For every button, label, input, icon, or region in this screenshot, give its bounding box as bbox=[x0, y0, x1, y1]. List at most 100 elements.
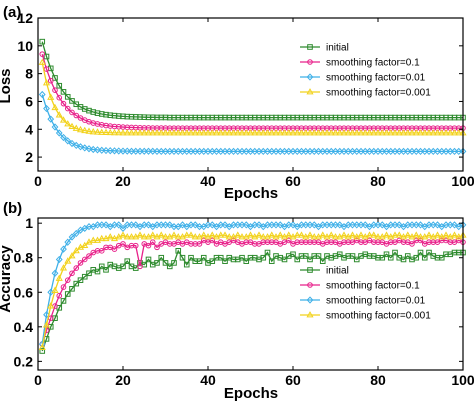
accuracy-plot-frame bbox=[37, 217, 464, 371]
accuracy-data-point bbox=[102, 234, 110, 242]
accuracy-data-point bbox=[294, 256, 301, 263]
accuracy-data-point bbox=[272, 233, 280, 240]
accuracy-x-tick-label: 0 bbox=[34, 372, 42, 388]
loss-data-point bbox=[293, 129, 301, 136]
accuracy-data-point bbox=[336, 251, 343, 258]
accuracy-data-point bbox=[195, 233, 204, 240]
accuracy-data-point bbox=[93, 236, 102, 243]
loss-data-point bbox=[89, 145, 97, 154]
loss-data-point bbox=[306, 129, 314, 136]
loss-data-point bbox=[285, 129, 293, 136]
accuracy-data-point bbox=[378, 233, 386, 240]
legend-label: smoothing factor=0.1 bbox=[326, 58, 420, 69]
accuracy-data-point bbox=[76, 243, 85, 250]
loss-data-point bbox=[106, 147, 114, 155]
accuracy-data-point bbox=[421, 254, 428, 261]
accuracy-data-point bbox=[144, 233, 153, 240]
loss-data-point bbox=[60, 100, 67, 107]
accuracy-data-point bbox=[55, 255, 63, 264]
loss-data-point bbox=[93, 128, 102, 135]
accuracy-data-point bbox=[132, 221, 140, 229]
loss-data-point bbox=[246, 129, 255, 136]
loss-data-point bbox=[382, 129, 391, 136]
loss-legend-item-initial: initial bbox=[300, 43, 349, 54]
accuracy-data-point bbox=[86, 270, 92, 277]
accuracy-data-point bbox=[115, 221, 123, 229]
loss-data-point bbox=[429, 129, 437, 136]
accuracy-data-point bbox=[158, 254, 165, 261]
loss-data-point bbox=[69, 109, 75, 116]
loss-data-point bbox=[378, 129, 386, 136]
accuracy-data-point bbox=[59, 264, 68, 271]
legend-label: smoothing factor=0.01 bbox=[326, 73, 426, 84]
legend-label: smoothing factor=0.1 bbox=[326, 281, 420, 292]
loss-y-tick-label: 8 bbox=[25, 66, 33, 82]
panel-label-a: (a) bbox=[3, 4, 21, 21]
loss-data-point bbox=[208, 129, 216, 136]
loss-data-point bbox=[229, 129, 238, 136]
accuracy-data-point bbox=[162, 260, 169, 266]
accuracy-data-point bbox=[196, 258, 203, 264]
accuracy-data-point bbox=[229, 233, 238, 240]
accuracy-data-point bbox=[255, 231, 263, 238]
loss-data-point bbox=[416, 129, 425, 136]
accuracy-legend: initial smoothing factor=0.1 smoothing fac… bbox=[300, 266, 431, 322]
accuracy-data-point bbox=[416, 233, 425, 240]
accuracy-data-point bbox=[153, 233, 161, 240]
accuracy-chart-panel: (b) 0 20 40 60 80 100 0.2 0.4 0.6 0.8 1 Epochs Acc… bbox=[0, 200, 474, 402]
accuracy-data-point bbox=[306, 231, 314, 238]
accuracy-data-point bbox=[383, 251, 390, 258]
loss-legend-item-sf0001: smoothing factor=0.001 bbox=[300, 88, 431, 99]
accuracy-data-point bbox=[200, 231, 208, 238]
loss-data-point bbox=[115, 147, 123, 155]
accuracy-data-point bbox=[81, 273, 88, 280]
accuracy-data-point bbox=[289, 233, 297, 240]
loss-data-point bbox=[89, 127, 97, 135]
accuracy-data-point bbox=[239, 254, 245, 261]
accuracy-data-point bbox=[183, 261, 190, 268]
loss-data-point bbox=[94, 146, 101, 154]
loss-data-point bbox=[102, 128, 110, 136]
accuracy-data-point bbox=[242, 221, 250, 229]
loss-data-point bbox=[64, 120, 72, 127]
loss-x-tick-label: 20 bbox=[115, 173, 131, 189]
loss-data-point bbox=[56, 94, 63, 101]
loss-data-point bbox=[263, 129, 272, 136]
loss-x-tick-label: 40 bbox=[200, 173, 216, 189]
accuracy-data-point bbox=[438, 233, 446, 240]
accuracy-data-point bbox=[166, 233, 174, 240]
loss-x-tick-label: 100 bbox=[451, 173, 474, 189]
legend-label: smoothing factor=0.001 bbox=[326, 311, 431, 322]
loss-data-point bbox=[85, 145, 93, 153]
accuracy-data-point bbox=[102, 221, 110, 229]
accuracy-data-point bbox=[307, 256, 313, 263]
loss-data-point bbox=[412, 129, 420, 136]
accuracy-data-point bbox=[68, 233, 76, 241]
accuracy-y-tick-label: 0.6 bbox=[14, 284, 34, 300]
accuracy-legend-item-sf001: smoothing factor=0.01 bbox=[300, 296, 426, 307]
loss-data-point bbox=[43, 104, 50, 113]
accuracy-data-point bbox=[60, 245, 67, 253]
accuracy-data-point bbox=[157, 231, 165, 238]
loss-data-point bbox=[170, 129, 178, 136]
accuracy-data-point bbox=[200, 254, 207, 261]
accuracy-data-point bbox=[417, 237, 424, 244]
accuracy-data-point bbox=[209, 258, 216, 264]
loss-data-point bbox=[106, 128, 114, 136]
accuracy-data-point bbox=[85, 238, 93, 245]
legend-swatch-marker bbox=[306, 73, 314, 81]
loss-data-point bbox=[387, 129, 395, 136]
accuracy-data-point bbox=[315, 253, 322, 259]
loss-data-point bbox=[85, 127, 93, 134]
accuracy-series-sf01 bbox=[39, 237, 466, 347]
loss-series-initial bbox=[39, 38, 466, 121]
accuracy-data-point bbox=[370, 231, 378, 238]
accuracy-data-point bbox=[234, 231, 242, 238]
loss-data-point bbox=[408, 129, 416, 136]
loss-data-point bbox=[76, 125, 85, 133]
accuracy-data-point bbox=[39, 348, 46, 354]
accuracy-data-point bbox=[73, 280, 80, 287]
loss-data-point bbox=[310, 129, 318, 136]
accuracy-data-point bbox=[127, 233, 136, 240]
accuracy-data-point bbox=[378, 221, 386, 229]
